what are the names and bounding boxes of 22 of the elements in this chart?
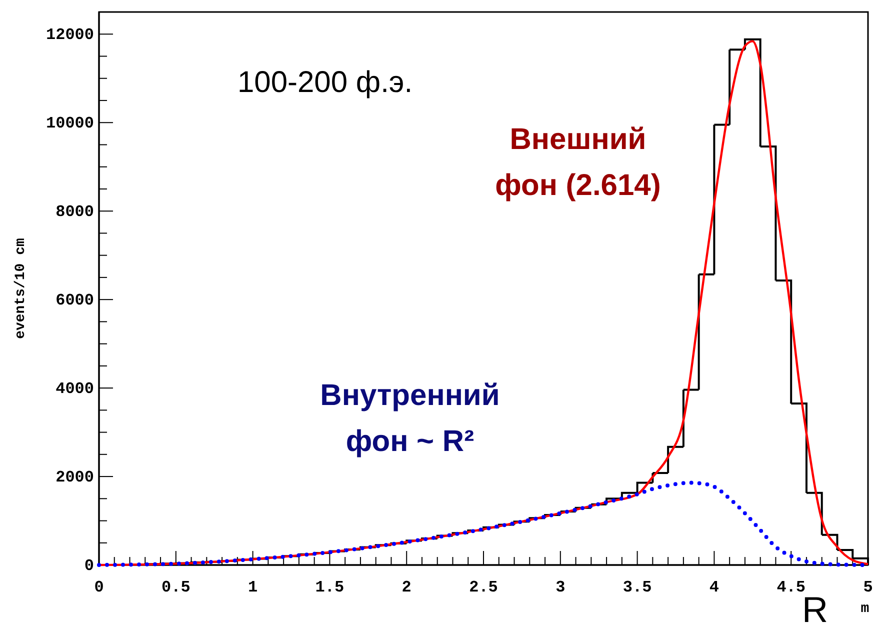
y-tick-label: 8000: [56, 203, 94, 222]
y-tick-label: 6000: [56, 292, 94, 310]
y-axis-title: events/10 cm: [13, 238, 29, 339]
x-tick-label: 2: [402, 578, 412, 597]
x-tick-label: 3.5: [622, 578, 652, 597]
annotation: 100-200 ф.э.: [237, 66, 413, 99]
annotation: Внутренний фон ~ R²: [320, 379, 500, 458]
y-tick-label: 12000: [46, 26, 94, 44]
x-tick-label: 2.5: [469, 578, 498, 597]
x-tick-label: 1.5: [315, 578, 344, 597]
y-tick-label: 4000: [56, 380, 94, 398]
x-tick-label: 4: [709, 578, 720, 597]
x-tick-label: 0.5: [161, 578, 190, 597]
x-tick-label: 4.5: [776, 578, 806, 597]
x-tick-label: 5: [863, 578, 873, 597]
y-tick-label: 10000: [46, 114, 94, 133]
text: m: [860, 601, 870, 617]
y-tick-label: 2000: [56, 468, 94, 487]
annotation: Внешний фон (2.614): [495, 123, 661, 202]
x-tick-label: 3: [556, 578, 566, 597]
x-tick-label: 1: [248, 578, 258, 597]
y-tick-label: 0: [84, 557, 94, 576]
